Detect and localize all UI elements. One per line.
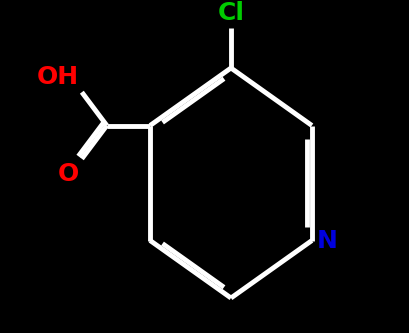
Text: Cl: Cl bbox=[217, 1, 244, 25]
Text: N: N bbox=[316, 228, 337, 252]
Text: OH: OH bbox=[36, 65, 78, 89]
Text: O: O bbox=[57, 162, 78, 186]
